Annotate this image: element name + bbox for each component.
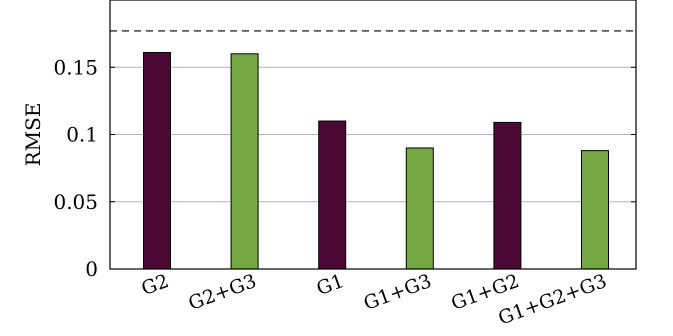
x-category-label: G2 [139,270,172,300]
bar [405,147,434,270]
bar [318,120,347,270]
x-category-label: G2+G3 [186,270,260,315]
bar [230,53,259,270]
y-tick-label: 0.1 [66,123,98,147]
y-tick-label: 0 [85,257,98,281]
bar [143,51,171,270]
y-tick-label: 0.15 [53,55,98,79]
y-axis-ticks: 0 0.05 0.1 0.15 [53,55,636,281]
bar [493,121,522,270]
bar [581,150,609,270]
y-tick-label: 0.05 [53,190,98,214]
x-category-label: G1+G3 [361,270,435,315]
y-axis-title: RMSE [21,103,45,167]
gridlines [110,66,636,203]
x-category-label: G1 [314,270,347,300]
bars [143,51,609,270]
